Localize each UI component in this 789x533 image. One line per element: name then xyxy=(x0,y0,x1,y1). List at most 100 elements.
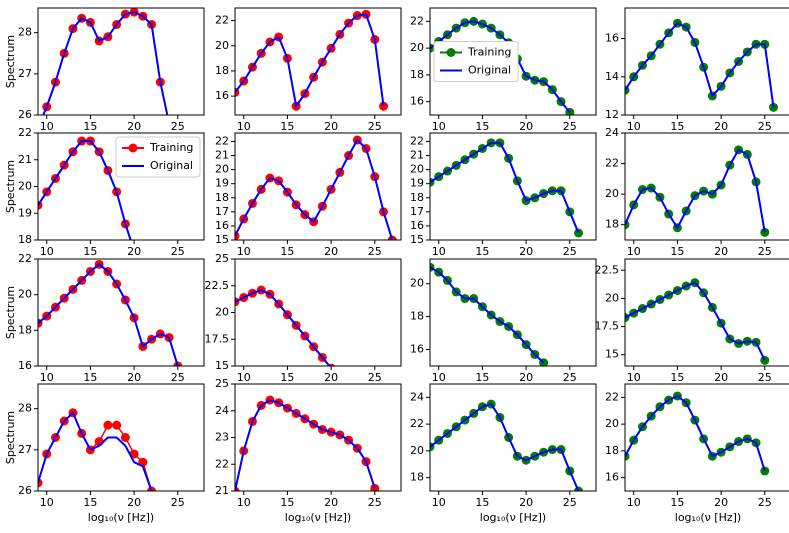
plot-area xyxy=(235,395,380,491)
x-tick-label: 20 xyxy=(127,496,141,509)
original-line xyxy=(430,141,580,234)
y-tick-label: 16 xyxy=(215,89,229,102)
y-tick-label: 16 xyxy=(410,219,424,232)
y-tick-label: 22 xyxy=(605,390,619,403)
x-tick-label: 10 xyxy=(40,245,54,258)
y-tick-label: 20 xyxy=(410,163,424,176)
y-tick-label: 18 xyxy=(18,233,32,246)
y-tick-label: 16 xyxy=(605,32,619,45)
y-axis-label: Spectrum xyxy=(4,160,17,213)
plot-area xyxy=(625,18,779,112)
x-tick-label: 15 xyxy=(475,496,489,509)
y-tick-label: 18 xyxy=(410,191,424,204)
x-tick-label: 15 xyxy=(475,371,489,384)
plot-area xyxy=(430,262,549,366)
x-tick-label: 25 xyxy=(563,371,577,384)
y-tick-label: 21 xyxy=(410,149,424,162)
original-line xyxy=(430,402,580,491)
original-line xyxy=(430,266,545,364)
x-tick-label: 20 xyxy=(519,496,533,509)
axes-frame xyxy=(624,383,789,492)
y-tick-label: 28 xyxy=(18,26,32,39)
y-tick-label: 22.5 xyxy=(205,279,230,292)
x-tick-label: 10 xyxy=(627,120,641,133)
x-tick-label: 15 xyxy=(83,120,97,133)
y-tick-label: 17 xyxy=(410,205,424,218)
plot-area xyxy=(430,138,584,238)
y-tick-label: 21 xyxy=(18,153,32,166)
y-tick-label: 18 xyxy=(410,310,424,323)
y-tick-label: 20 xyxy=(410,41,424,54)
x-tick-label: 25 xyxy=(758,245,772,258)
x-tick-label: 20 xyxy=(127,120,141,133)
axes-frame xyxy=(429,258,597,367)
x-tick-label: 15 xyxy=(280,371,294,384)
training-line xyxy=(42,11,169,115)
axes-frame xyxy=(234,258,402,367)
original-line xyxy=(38,140,132,240)
x-tick-label: 25 xyxy=(563,496,577,509)
training-line xyxy=(235,289,331,366)
plot-area xyxy=(625,278,770,365)
x-tick-label: 20 xyxy=(714,371,728,384)
x-axis-label: log₁₀(ν [Hz]) xyxy=(88,511,154,524)
y-tick-label: 12 xyxy=(605,108,619,121)
x-tick-label: 20 xyxy=(324,371,338,384)
y-tick-label: 20 xyxy=(215,39,229,52)
legend-label: Training xyxy=(467,46,511,59)
x-tick-label: 25 xyxy=(171,371,185,384)
x-tick-label: 25 xyxy=(758,496,772,509)
original-line xyxy=(430,20,571,113)
y-tick-label: 20 xyxy=(410,277,424,290)
x-tick-label: 25 xyxy=(171,245,185,258)
y-tick-label: 21 xyxy=(215,484,229,497)
x-tick-label: 10 xyxy=(237,120,251,133)
y-tick-label: 20 xyxy=(605,291,619,304)
x-tick-label: 15 xyxy=(280,245,294,258)
original-line xyxy=(38,263,179,366)
x-tick-label: 15 xyxy=(280,120,294,133)
y-tick-label: 22 xyxy=(18,252,32,265)
y-tick-label: 14 xyxy=(605,70,619,83)
y-tick-label: 18 xyxy=(410,68,424,81)
x-tick-label: 20 xyxy=(324,120,338,133)
legend-label: Original xyxy=(468,64,511,77)
plot-area xyxy=(38,136,132,240)
y-tick-label: 24 xyxy=(215,404,229,417)
y-tick-label: 25 xyxy=(215,377,229,390)
x-tick-label: 25 xyxy=(171,120,185,133)
axes-frame xyxy=(624,7,789,116)
original-line xyxy=(625,281,766,361)
y-tick-label: 15 xyxy=(215,359,229,372)
y-tick-label: 28 xyxy=(18,402,32,415)
training-line xyxy=(430,142,580,234)
y-tick-label: 22 xyxy=(410,417,424,430)
x-tick-label: 15 xyxy=(475,120,489,133)
x-tick-label: 10 xyxy=(627,245,641,258)
x-tick-label: 15 xyxy=(670,371,684,384)
axes-frame xyxy=(624,132,789,241)
y-tick-label: 27 xyxy=(18,67,32,80)
x-tick-label: 20 xyxy=(127,371,141,384)
y-tick-label: 20 xyxy=(410,444,424,457)
plot-area xyxy=(235,9,389,111)
x-tick-label: 20 xyxy=(714,245,728,258)
x-tick-label: 20 xyxy=(714,496,728,509)
x-tick-label: 25 xyxy=(171,496,185,509)
y-tick-label: 22 xyxy=(215,134,229,147)
axes-frame xyxy=(624,258,789,367)
y-tick-label: 20 xyxy=(18,288,32,301)
original-line xyxy=(235,288,331,366)
y-tick-label: 17.5 xyxy=(595,320,620,333)
x-tick-label: 25 xyxy=(368,120,382,133)
x-tick-label: 10 xyxy=(237,496,251,509)
x-tick-label: 10 xyxy=(432,371,446,384)
y-tick-label: 24 xyxy=(410,390,424,403)
x-tick-label: 10 xyxy=(40,496,54,509)
original-line xyxy=(235,13,385,109)
x-tick-label: 10 xyxy=(432,120,446,133)
y-tick-label: 20 xyxy=(605,417,619,430)
y-tick-label: 15 xyxy=(215,233,229,246)
y-tick-label: 20 xyxy=(215,163,229,176)
